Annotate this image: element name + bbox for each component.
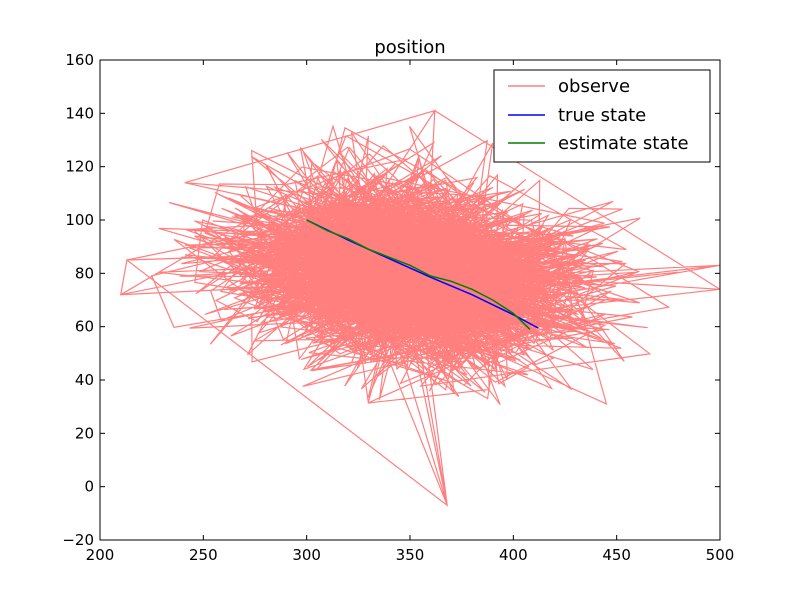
y-tick-label: 120 bbox=[65, 158, 94, 176]
x-tick-label: 300 bbox=[292, 546, 321, 564]
legend-label-observe: observe bbox=[558, 76, 630, 97]
legend-label-true-state: true state bbox=[558, 105, 646, 126]
estimate-state-line bbox=[306, 219, 531, 330]
legend-label-estimate-state: estimate state bbox=[558, 133, 689, 154]
state-lines bbox=[306, 219, 539, 330]
chart-title: position bbox=[374, 37, 445, 58]
legend: observe true state estimate state bbox=[493, 69, 711, 163]
y-tick-label: 80 bbox=[75, 264, 94, 282]
axis-ticks: 200 250 300 350 400 450 500 −20 0 20 40 60 80 100 120 1… bbox=[62, 51, 734, 564]
x-tick-label: 350 bbox=[396, 546, 425, 564]
x-tick-label: 400 bbox=[499, 546, 528, 564]
x-tick-label: 250 bbox=[189, 546, 218, 564]
y-tick-label: 140 bbox=[65, 104, 94, 122]
x-tick-label: 450 bbox=[602, 546, 631, 564]
y-tick-label: 0 bbox=[84, 478, 94, 496]
x-tick-label: 200 bbox=[86, 546, 115, 564]
y-tick-label: 40 bbox=[75, 371, 94, 389]
observe-series bbox=[119, 108, 720, 507]
y-tick-label: 20 bbox=[75, 424, 94, 442]
y-tick-label: −20 bbox=[62, 531, 94, 549]
true-state-line bbox=[306, 219, 539, 329]
y-tick-label: 60 bbox=[75, 318, 94, 336]
y-tick-label: 100 bbox=[65, 211, 94, 229]
x-tick-label: 500 bbox=[706, 546, 735, 564]
y-tick-label: 160 bbox=[65, 51, 94, 69]
observe-line bbox=[119, 108, 720, 507]
